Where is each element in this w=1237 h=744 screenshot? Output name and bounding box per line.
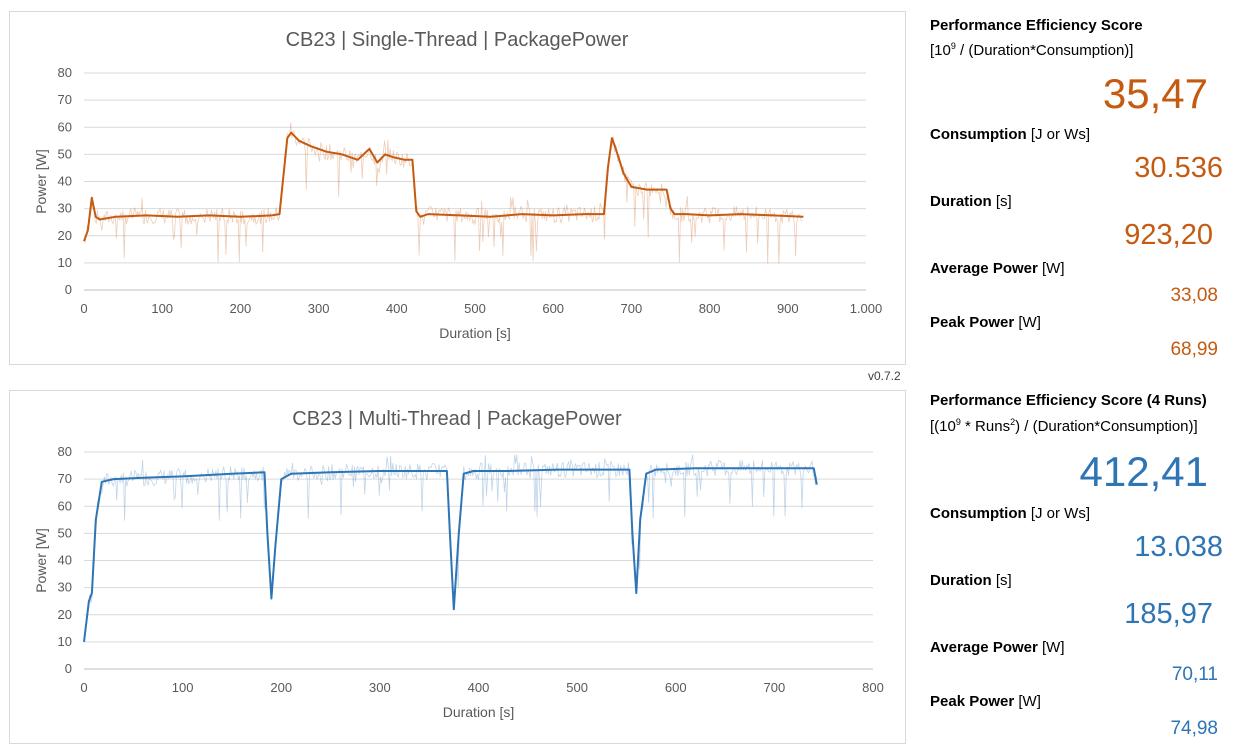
x-tick-label: 600: [542, 301, 564, 316]
x-tick-label: 500: [566, 680, 588, 695]
x-tick-label: 900: [777, 301, 799, 316]
y-tick-label: 20: [58, 228, 72, 243]
x-tick-label: 0: [80, 680, 87, 695]
x-tick-label: 600: [665, 680, 687, 695]
peak-power-label: Peak Power [W]: [930, 314, 1041, 331]
pes4-label: Performance Efficiency Score (4 Runs): [930, 392, 1207, 409]
y-tick-label: 70: [58, 471, 72, 486]
average-power4-value: 70,11: [1171, 664, 1218, 685]
x-tick-label: 800: [862, 680, 884, 695]
y-tick-label: 30: [58, 580, 72, 595]
pes-value: 35,47: [1102, 70, 1208, 117]
average-power-value: 33,08: [1170, 285, 1218, 306]
pes4-value: 412,41: [1079, 448, 1208, 495]
y-tick-label: 10: [58, 634, 72, 649]
duration-value: 923,20: [1124, 219, 1213, 251]
x-tick-label: 400: [386, 301, 408, 316]
x-tick-label: 300: [369, 680, 391, 695]
x-tick-label: 700: [764, 680, 786, 695]
x-axis-label: Duration [s]: [443, 704, 515, 720]
y-tick-label: 80: [58, 65, 72, 80]
duration-label: Duration [s]: [930, 193, 1012, 210]
pes4-formula: [(109 * Runs2) / (Duration*Consumption)]: [930, 417, 1198, 436]
x-tick-label: 100: [172, 680, 194, 695]
y-tick-label: 40: [58, 174, 72, 189]
pes-formula: [109 / (Duration*Consumption)]: [930, 41, 1134, 60]
series-line-smoothed: [83, 467, 818, 643]
y-tick-label: 50: [58, 146, 72, 161]
y-tick-label: 20: [58, 607, 72, 622]
average-power-label: Average Power [W]: [930, 260, 1065, 277]
consumption-value: 30.536: [1134, 152, 1223, 184]
x-tick-label: 500: [464, 301, 486, 316]
y-tick-label: 70: [58, 92, 72, 107]
y-axis-label: Power [W]: [33, 528, 49, 593]
x-tick-label: 100: [151, 301, 173, 316]
duration4-label: Duration [s]: [930, 572, 1012, 589]
multi-thread-stats: Performance Efficiency Score (4 Runs) [(…: [930, 0, 1230, 743]
raw-series-line: [83, 122, 803, 264]
chart-title: CB23 | Single-Thread | PackagePower: [286, 29, 629, 51]
x-tick-label: 1.000: [850, 301, 883, 316]
y-axis-label: Power [W]: [33, 149, 49, 214]
consumption-label: Consumption [J or Ws]: [930, 126, 1090, 143]
x-tick-label: 200: [230, 301, 252, 316]
y-tick-label: 50: [58, 525, 72, 540]
single-thread-chart-panel: CB23 | Single-Thread | PackagePower 0 10 20…: [9, 11, 906, 365]
series-line-smoothed: [83, 131, 804, 242]
x-axis-label: Duration [s]: [439, 325, 511, 341]
y-tick-label: 80: [58, 444, 72, 459]
y-tick-label: 0: [65, 661, 72, 676]
x-tick-label: 800: [699, 301, 721, 316]
x-tick-label: 700: [621, 301, 643, 316]
peak-power-value: 68,99: [1170, 339, 1218, 360]
y-tick-label: 10: [58, 255, 72, 270]
x-tick-label: 400: [468, 680, 490, 695]
version-label: v0.7.2: [868, 369, 901, 383]
consumption4-value: 13.038: [1134, 531, 1223, 563]
duration4-value: 185,97: [1124, 598, 1213, 630]
consumption4-label: Consumption [J or Ws]: [930, 505, 1090, 522]
multi-thread-chart: CB23 | Multi-Thread | PackagePower 0 10 20 3…: [33, 408, 884, 720]
single-thread-chart: CB23 | Single-Thread | PackagePower 0 10 20…: [33, 29, 883, 341]
y-tick-label: 0: [65, 282, 72, 297]
chart-title: CB23 | Multi-Thread | PackagePower: [292, 408, 622, 430]
y-tick-label: 60: [58, 498, 72, 513]
pes-label: Performance Efficiency Score: [930, 17, 1143, 34]
single-thread-stats: Performance Efficiency Score [109 / (Dur…: [930, 0, 1230, 370]
y-tick-label: 40: [58, 553, 72, 568]
x-tick-label: 300: [308, 301, 330, 316]
x-tick-label: 200: [270, 680, 292, 695]
y-tick-label: 30: [58, 201, 72, 216]
peak-power4-label: Peak Power [W]: [930, 693, 1041, 710]
average-power4-label: Average Power [W]: [930, 639, 1065, 656]
peak-power4-value: 74,98: [1170, 718, 1218, 739]
multi-thread-chart-panel: CB23 | Multi-Thread | PackagePower 0 10 20 3…: [9, 390, 906, 744]
y-tick-label: 60: [58, 119, 72, 134]
x-tick-label: 0: [80, 301, 87, 316]
